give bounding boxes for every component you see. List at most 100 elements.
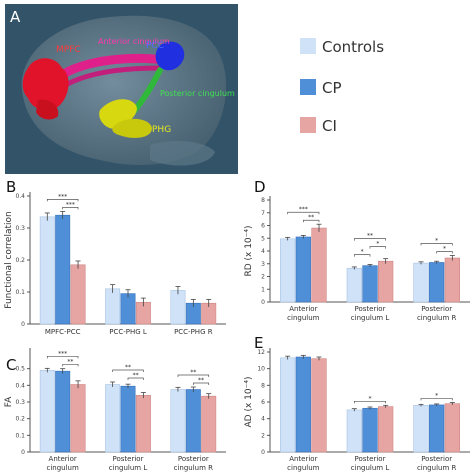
legend-label-controls: Controls (322, 38, 384, 56)
significance-label: ** (198, 377, 204, 384)
significance-bracket (46, 199, 79, 202)
significance-bracket (62, 363, 79, 367)
cerebellum (150, 140, 215, 166)
legend-swatch-ci (300, 117, 316, 133)
panel-letter-a: A (10, 8, 21, 26)
legend-item-cp: CP (300, 79, 342, 97)
y-tick-label: 0.1 (15, 289, 25, 296)
legend: Controls CP CI (300, 38, 384, 135)
bar-controls-mpfc-pcc (39, 216, 55, 325)
y-tick-label: 0.3 (15, 399, 25, 406)
category-label-posterior-cingulum-l: Posterior cingulum L (351, 305, 390, 322)
bar-ci-posterior-cingulum-r (444, 257, 460, 303)
y-axis-label: RD (x 10⁻⁴) (244, 225, 254, 276)
bar-cp-anterior-cingulum (295, 356, 311, 453)
significance-bracket (62, 207, 79, 210)
label-pcc: PCC (146, 41, 164, 51)
y-tick-label: 0 (261, 449, 265, 456)
significance-label: * (435, 392, 438, 399)
label-mpfc: MPFC (56, 45, 81, 55)
y-tick-label: 0.2 (15, 416, 25, 423)
category-label-posterior-cingulum-l: Posterior cingulum L (351, 455, 390, 472)
bar-cp-anterior-cingulum (295, 236, 311, 303)
significance-bracket (112, 369, 144, 372)
significance-bracket (127, 377, 144, 380)
significance-label: * (435, 237, 438, 244)
label-anterior-cingulum: Anterior cingulum (98, 37, 170, 46)
bar-ci-anterior-cingulum (311, 227, 327, 303)
chart-panel-b-functional-correlation: B Functional correlation 0 0.1 0.2 0.3 0.4 MPFC… (4, 178, 226, 336)
bar-ci-mpfc-pcc (70, 264, 86, 325)
y-tick-label: 0.5 (15, 366, 25, 373)
significance-bracket (369, 246, 387, 249)
category-label-posterior-cingulum-r: Posterior cingulum R (417, 455, 457, 472)
y-tick-label: 3 (261, 261, 265, 268)
significance-label: * (361, 249, 364, 256)
category-label-pcc-phg-l: PCC-PHG L (109, 328, 147, 336)
significance-bracket (353, 254, 371, 257)
bar-controls-pcc-phg-r (170, 290, 186, 325)
significance-bracket (420, 243, 453, 246)
significance-label: ** (125, 364, 131, 371)
y-tick-label: 2 (261, 432, 265, 439)
legend-swatch-controls (300, 38, 316, 54)
panel-letter-e: E (254, 334, 263, 352)
pcc-region (155, 41, 185, 71)
significance-bracket (177, 374, 210, 377)
panel-letter-b: B (6, 178, 16, 196)
legend-item-controls: Controls (300, 38, 384, 56)
significance-label: * (369, 395, 372, 402)
category-label-posterior-cingulum-l: Posterior cingulum L (109, 455, 148, 472)
y-tick-label: 0.4 (15, 193, 25, 200)
legend-label-cp: CP (322, 79, 342, 97)
y-tick-label: 0.3 (15, 225, 25, 232)
significance-bracket (302, 219, 320, 223)
bar-cp-anterior-cingulum (55, 370, 71, 453)
bar-cp-posterior-cingulum-r (429, 404, 445, 453)
bar-cp-posterior-cingulum-l (362, 407, 378, 453)
bar-controls-posterior-cingulum-r (413, 262, 429, 303)
significance-label: ** (133, 372, 139, 379)
bar-cp-posterior-cingulum-l (120, 385, 136, 453)
significance-label: ** (190, 369, 196, 376)
significance-bracket (353, 238, 387, 241)
brain-panel: A MPFC Anterior cingulum PCC Posterior c… (5, 4, 238, 174)
y-tick-label: 4 (261, 416, 265, 423)
bar-ci-posterior-cingulum-l (378, 406, 394, 453)
y-tick-label: 8 (261, 382, 265, 389)
bar-ci-posterior-cingulum-r (444, 403, 460, 453)
chart-panel-e-axial-diffusivity: E AD (x 10⁻⁴) 0 2 4 6 8 10 12 Anterior cingulum Pos… (244, 334, 470, 472)
y-tick-label: 0 (261, 299, 265, 306)
significance-label: * (443, 245, 446, 252)
y-tick-label: 0.4 (15, 382, 25, 389)
bar-controls-posterior-cingulum-r (413, 405, 429, 453)
significance-label: * (376, 241, 379, 248)
bar-controls-posterior-cingulum-l (105, 384, 121, 453)
category-label-posterior-cingulum-r: Posterior cingulum R (417, 305, 457, 322)
y-tick-label: 4 (261, 248, 265, 255)
y-tick-label: 10 (257, 366, 265, 373)
category-label-anterior-cingulum: Anterior cingulum (287, 455, 319, 472)
significance-bracket (287, 211, 320, 215)
category-label-pcc-phg-r: PCC-PHG R (174, 328, 213, 336)
significance-bracket (46, 355, 79, 359)
bar-cp-posterior-cingulum-r (429, 262, 445, 303)
significance-label: ** (367, 233, 373, 240)
bar-cp-mpfc-pcc (55, 214, 71, 325)
significance-bracket (353, 400, 387, 404)
significance-bracket (420, 398, 453, 401)
y-axis-label: FA (4, 396, 14, 407)
y-axis-label: Functional correlation (4, 211, 14, 308)
legend-label-ci: CI (322, 117, 337, 135)
bar-controls-posterior-cingulum-l (346, 409, 362, 453)
bar-ci-anterior-cingulum (311, 358, 327, 453)
bar-cp-pcc-phg-l (120, 293, 136, 325)
panel-letter-d: D (254, 178, 266, 196)
y-tick-label: 6 (261, 223, 265, 230)
bar-ci-anterior-cingulum (70, 384, 86, 453)
label-phg: PHG (152, 125, 171, 135)
bar-cp-posterior-cingulum-l (362, 265, 378, 303)
bar-controls-anterior-cingulum (280, 357, 296, 453)
significance-label: *** (58, 193, 67, 200)
